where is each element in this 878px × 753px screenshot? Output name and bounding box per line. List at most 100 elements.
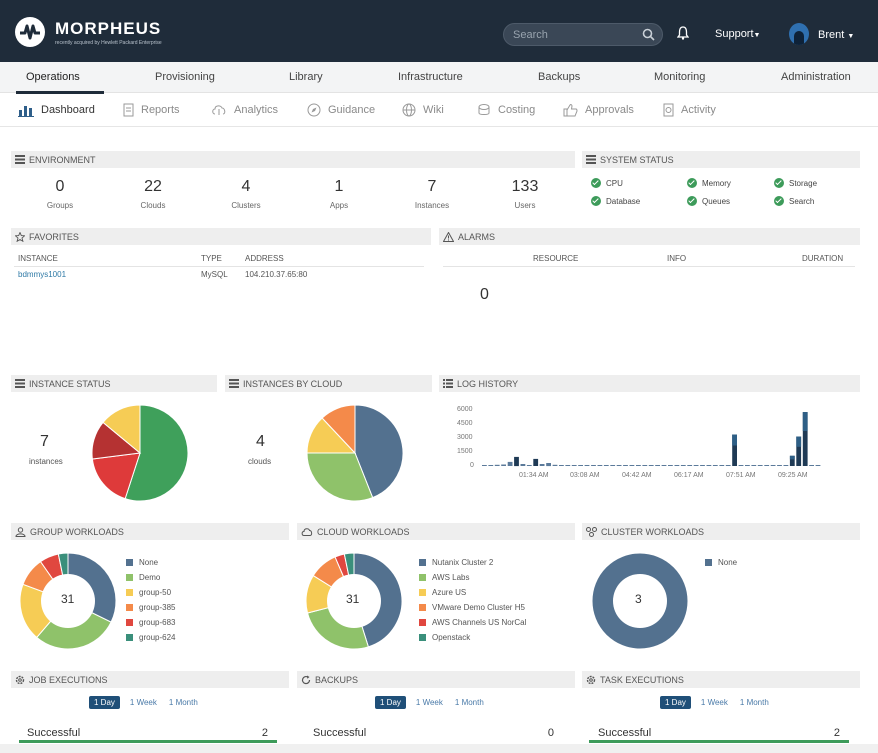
instances-by-cloud-pie-slice[interactable]	[306, 452, 374, 502]
log-bar[interactable]	[796, 436, 802, 467]
log-bar[interactable]	[802, 412, 808, 466]
support-menu[interactable]: Support▼	[715, 28, 760, 40]
log-bar-segment[interactable]	[789, 455, 795, 460]
bell-icon[interactable]	[677, 26, 689, 40]
tab-operations[interactable]: Operations	[26, 71, 80, 83]
range-1-month[interactable]: 1 Month	[168, 698, 198, 707]
range-1-day[interactable]: 1 Day	[375, 696, 406, 709]
log-bar[interactable]	[507, 461, 513, 466]
subnav-approvals[interactable]: Approvals	[563, 103, 634, 117]
legend-item[interactable]: Demo	[126, 570, 175, 585]
instance-status-pie-slice[interactable]	[91, 452, 141, 500]
log-bar[interactable]	[552, 464, 558, 466]
group-workloads-donut[interactable]	[19, 552, 117, 650]
log-bar[interactable]	[539, 464, 545, 466]
log-bar[interactable]	[674, 465, 680, 466]
log-bar[interactable]	[648, 465, 654, 466]
log-bar[interactable]	[687, 465, 693, 466]
log-bar[interactable]	[629, 465, 635, 466]
range-1-week[interactable]: 1 Week	[415, 698, 443, 707]
log-bar[interactable]	[751, 465, 757, 466]
log-bar[interactable]	[610, 465, 616, 466]
instances-by-cloud-pie-slice[interactable]	[321, 404, 356, 455]
log-bar[interactable]	[738, 465, 744, 466]
log-bar[interactable]	[559, 465, 564, 466]
log-bar[interactable]	[546, 463, 551, 467]
env-users-value[interactable]: 133	[511, 178, 539, 195]
log-bar[interactable]	[584, 465, 590, 466]
legend-item[interactable]: None	[126, 555, 175, 570]
legend-item[interactable]: Azure US	[419, 585, 526, 600]
user-menu[interactable]: Brent ▼	[818, 29, 854, 41]
log-bar[interactable]	[636, 465, 641, 466]
log-bar[interactable]	[770, 465, 776, 466]
log-bar[interactable]	[623, 465, 628, 466]
range-1-day[interactable]: 1 Day	[660, 696, 691, 709]
log-bar-segment[interactable]	[796, 436, 802, 447]
avatar[interactable]	[789, 23, 809, 45]
instances-by-cloud-pie[interactable]	[306, 404, 404, 502]
legend-item[interactable]: VMware Demo Cluster H5	[419, 600, 526, 615]
cluster-workloads-donut[interactable]	[591, 552, 689, 650]
log-bar[interactable]	[700, 465, 705, 466]
subnav-analytics[interactable]: Analytics	[211, 103, 278, 116]
legend-item[interactable]: group-624	[126, 630, 175, 645]
log-bar[interactable]	[565, 465, 571, 466]
log-bar[interactable]	[809, 465, 814, 466]
log-bar[interactable]	[603, 465, 609, 466]
legend-item[interactable]: AWS Labs	[419, 570, 526, 585]
log-bar[interactable]	[789, 455, 795, 466]
range-1-month[interactable]: 1 Month	[739, 698, 769, 707]
log-bar[interactable]	[501, 464, 506, 467]
log-bar[interactable]	[494, 464, 500, 466]
log-bar[interactable]	[533, 458, 539, 466]
subnav-wiki[interactable]: Wiki	[402, 103, 444, 117]
log-bar[interactable]	[725, 465, 731, 466]
instance-status-pie[interactable]	[91, 404, 189, 502]
log-bar[interactable]	[520, 464, 526, 466]
env-clusters-value[interactable]: 4	[241, 178, 251, 195]
log-bar[interactable]	[597, 465, 603, 466]
tab-monitoring[interactable]: Monitoring	[654, 71, 706, 83]
env-instances-value[interactable]: 7	[427, 178, 437, 195]
log-bar-segment[interactable]	[802, 412, 808, 431]
log-bar[interactable]	[712, 465, 718, 466]
range-1-day[interactable]: 1 Day	[89, 696, 120, 709]
search-icon[interactable]	[642, 28, 655, 41]
cloud-workloads-donut[interactable]	[305, 552, 403, 650]
tab-infrastructure[interactable]: Infrastructure	[398, 71, 463, 83]
subnav-guidance[interactable]: Guidance	[307, 103, 375, 117]
instances-by-cloud-pie-slice[interactable]	[354, 404, 404, 499]
search-input[interactable]	[504, 24, 634, 45]
legend-item[interactable]: group-683	[126, 615, 175, 630]
log-bar[interactable]	[591, 465, 596, 466]
tab-backups[interactable]: Backups	[538, 71, 581, 83]
log-bar[interactable]	[642, 465, 648, 466]
logo[interactable]: MORPHEUS recently acquired by Hewlett Pa…	[15, 17, 162, 47]
log-bar[interactable]	[680, 465, 686, 466]
legend-item[interactable]: Openstack	[419, 630, 526, 645]
log-bar[interactable]	[661, 465, 667, 466]
log-bar[interactable]	[526, 465, 532, 466]
tab-library[interactable]: Library	[289, 71, 323, 83]
log-bar-segment[interactable]	[732, 434, 737, 446]
log-bar[interactable]	[783, 465, 789, 466]
range-1-week[interactable]: 1 Week	[700, 698, 728, 707]
subnav-dashboard[interactable]: Dashboard	[18, 103, 95, 117]
env-groups-value[interactable]: 0	[55, 178, 65, 195]
legend-item[interactable]: AWS Channels US NorCal	[419, 615, 526, 630]
log-bar[interactable]	[571, 465, 577, 466]
log-bar[interactable]	[616, 465, 622, 466]
range-1-month[interactable]: 1 Month	[454, 698, 484, 707]
log-bar[interactable]	[706, 465, 712, 466]
legend-item[interactable]: group-50	[126, 585, 175, 600]
subnav-reports[interactable]: Reports	[123, 103, 180, 117]
log-bar[interactable]	[777, 465, 782, 466]
log-bar[interactable]	[757, 465, 763, 466]
range-1-week[interactable]: 1 Week	[129, 698, 157, 707]
log-history-bars[interactable]	[482, 405, 822, 467]
legend-item[interactable]: None	[705, 555, 737, 570]
legend-item[interactable]: group-385	[126, 600, 175, 615]
log-bar[interactable]	[578, 465, 583, 466]
instance-status-pie-slice[interactable]	[124, 404, 189, 502]
